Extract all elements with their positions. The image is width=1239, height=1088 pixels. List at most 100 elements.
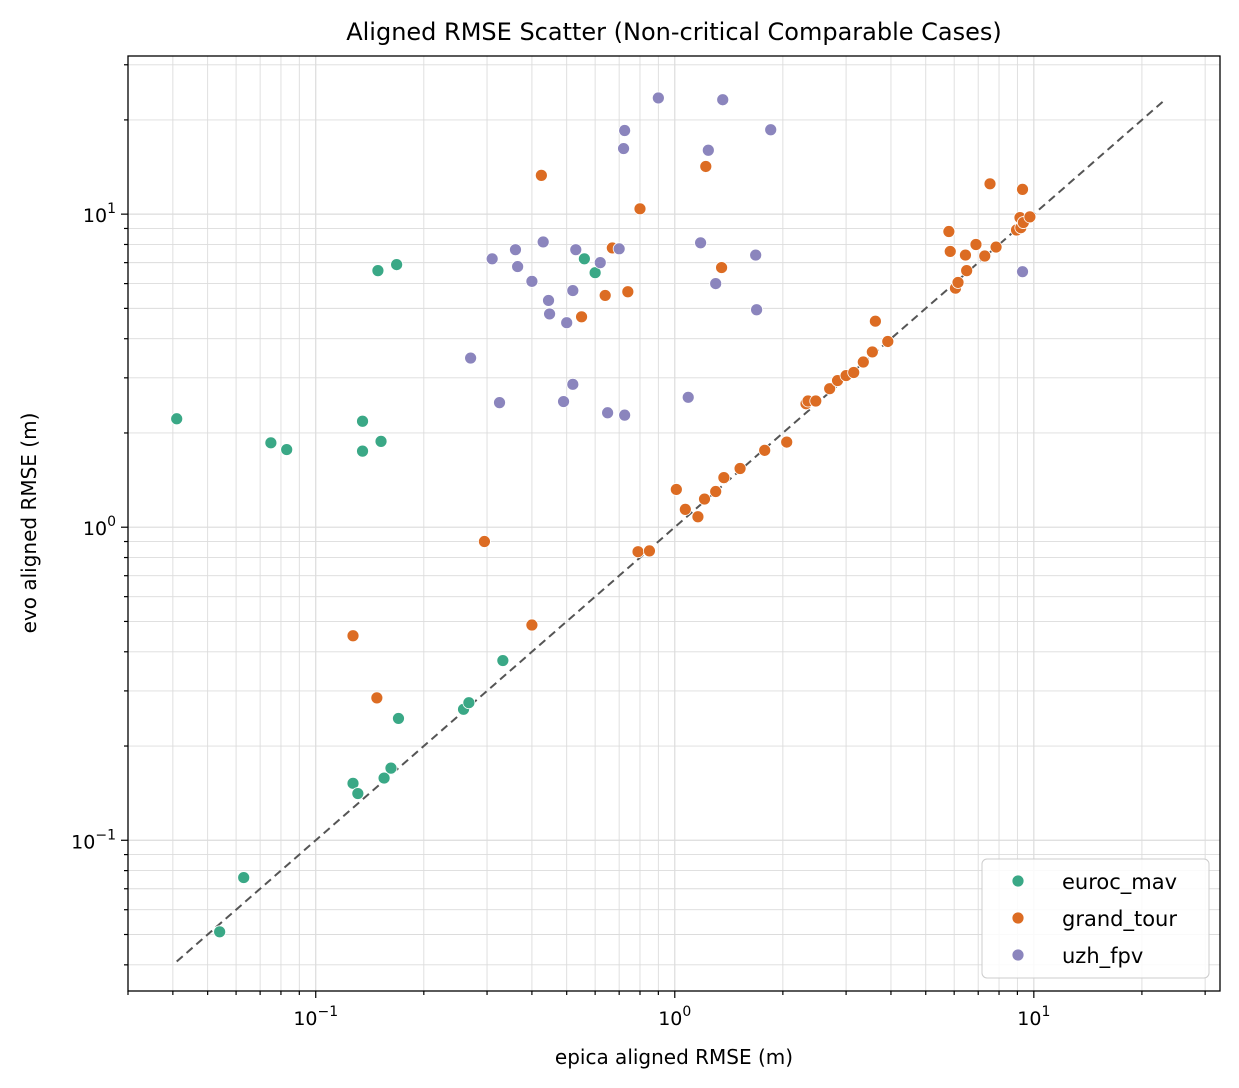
data-point xyxy=(865,345,879,359)
data-point xyxy=(525,618,539,632)
legend-marker xyxy=(1011,948,1025,962)
data-point xyxy=(681,390,695,404)
data-point xyxy=(881,335,895,348)
x-tick-label: 101 xyxy=(1017,1004,1050,1030)
data-point xyxy=(716,93,730,107)
data-point xyxy=(978,249,992,263)
y-tick-label: 100 xyxy=(83,514,116,540)
data-point xyxy=(750,303,764,317)
data-point xyxy=(709,277,723,290)
data-point xyxy=(1016,182,1029,196)
data-point xyxy=(478,535,491,548)
x-axis-label: epica aligned RMSE (m) xyxy=(555,1045,793,1069)
data-point xyxy=(678,502,692,516)
data-point xyxy=(356,414,369,428)
data-point xyxy=(356,444,369,458)
data-point xyxy=(960,264,974,278)
data-point xyxy=(698,492,711,506)
data-point xyxy=(633,202,647,216)
data-point xyxy=(542,294,555,307)
y-tick-label: 101 xyxy=(83,201,116,227)
data-point xyxy=(643,544,656,558)
data-point xyxy=(943,245,957,258)
data-point xyxy=(384,761,398,775)
data-point xyxy=(351,787,365,800)
data-point xyxy=(856,355,870,369)
data-point xyxy=(809,394,823,408)
data-point xyxy=(346,776,360,790)
data-point xyxy=(749,248,763,262)
y-tick-label: 10−1 xyxy=(71,827,116,853)
data-point xyxy=(370,691,384,705)
data-point xyxy=(213,925,227,939)
data-point xyxy=(701,143,715,157)
data-point xyxy=(493,396,506,410)
data-point xyxy=(374,434,388,448)
data-point xyxy=(699,160,713,173)
data-point xyxy=(264,436,278,450)
x-tick-label: 10−1 xyxy=(293,1004,338,1030)
legend-box xyxy=(981,858,1210,979)
data-point xyxy=(959,248,972,262)
plot-frame xyxy=(127,55,1221,992)
data-point xyxy=(371,264,385,278)
data-point xyxy=(651,91,665,105)
data-point xyxy=(496,654,510,667)
series-grand-tour xyxy=(346,160,1037,705)
data-point xyxy=(346,629,360,643)
data-point xyxy=(575,310,588,324)
data-point xyxy=(601,406,615,420)
data-point xyxy=(598,289,612,302)
legend-label: grand_tour xyxy=(1062,907,1177,932)
reference-line xyxy=(176,100,1165,963)
data-point xyxy=(170,412,184,426)
points-layer xyxy=(170,91,1037,939)
data-point xyxy=(951,276,965,289)
data-point xyxy=(618,124,632,137)
y-axis-label: evo aligned RMSE (m) xyxy=(17,413,41,634)
data-point xyxy=(717,471,731,485)
data-point xyxy=(669,483,683,496)
data-point xyxy=(485,252,499,266)
data-point xyxy=(534,168,548,182)
data-point xyxy=(618,408,632,422)
data-point xyxy=(588,266,602,280)
data-point xyxy=(715,261,728,274)
legend-label: euroc_mav xyxy=(1062,870,1177,895)
legend: euroc_mav grand_tour uzh_fpv xyxy=(981,858,1210,979)
data-point xyxy=(280,443,294,456)
data-point xyxy=(390,258,404,271)
data-point xyxy=(823,382,837,396)
data-point xyxy=(1023,210,1037,224)
series-euroc-mav xyxy=(170,252,602,939)
data-point xyxy=(621,285,635,299)
data-point xyxy=(566,284,580,297)
series-uzh-fpv xyxy=(464,91,1029,422)
data-point xyxy=(557,395,570,408)
data-point xyxy=(536,235,550,249)
data-point xyxy=(691,510,705,524)
data-point xyxy=(942,225,956,238)
data-point xyxy=(560,316,574,330)
data-point xyxy=(733,462,747,475)
data-point xyxy=(462,696,476,710)
data-point xyxy=(509,243,522,257)
data-point xyxy=(764,123,778,137)
data-point xyxy=(1016,265,1029,279)
data-point xyxy=(868,314,882,328)
data-point xyxy=(525,274,539,288)
legend-marker xyxy=(1011,911,1025,925)
ticks-layer: 10−1 100 101 10−1 100 101 xyxy=(71,64,1206,1030)
data-point xyxy=(758,443,772,457)
data-point xyxy=(543,307,556,321)
data-point xyxy=(780,435,794,449)
data-point xyxy=(694,236,707,250)
data-point xyxy=(593,256,607,270)
legend-marker xyxy=(1011,874,1025,888)
data-point xyxy=(969,238,983,251)
grid xyxy=(127,56,1220,991)
data-point xyxy=(631,545,645,559)
data-point xyxy=(847,366,861,379)
data-point xyxy=(983,177,997,191)
